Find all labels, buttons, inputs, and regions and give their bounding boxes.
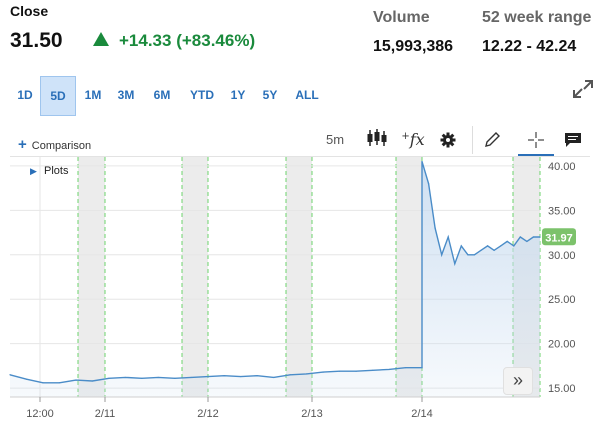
comment-icon[interactable]: [562, 128, 584, 152]
plus-icon: +: [18, 136, 27, 153]
price-point: [289, 374, 291, 376]
crosshair-icon[interactable]: [518, 128, 554, 156]
toolbar-divider: [472, 126, 473, 154]
price-point: [223, 375, 225, 377]
pencil-icon[interactable]: [481, 128, 503, 152]
range-1d-button[interactable]: 1D: [17, 88, 33, 102]
price-point: [9, 374, 11, 376]
price-point: [460, 245, 462, 247]
price-point: [404, 367, 407, 369]
range-all-button[interactable]: ALL: [295, 88, 319, 102]
price-point: [493, 249, 495, 251]
price-value: 31.50: [10, 29, 63, 52]
plots-label: Plots: [43, 165, 69, 177]
price-point: [124, 376, 126, 379]
comparison-label: Comparison: [31, 140, 92, 152]
price-point: [273, 376, 275, 379]
range-value: 12.22 - 42.24: [482, 38, 577, 55]
last-value-badge: [542, 228, 576, 246]
price-point: [355, 370, 357, 372]
range-ytd-button[interactable]: YTD: [190, 88, 214, 102]
price-point: [427, 183, 430, 185]
price-point: [91, 380, 93, 382]
overnight-gap: [182, 157, 208, 397]
range-5d-button[interactable]: 5D: [40, 76, 76, 116]
price-point: [421, 160, 423, 163]
overnight-gap: [286, 157, 312, 397]
price-point: [500, 245, 502, 247]
price-point: [322, 371, 324, 373]
price-point: [434, 227, 436, 229]
y-tick-label: 30.00: [548, 250, 576, 262]
price-point: [25, 378, 28, 380]
price-point: [467, 254, 469, 256]
candlestick-icon[interactable]: [366, 128, 388, 152]
toolbar-separator: [10, 156, 590, 157]
price-point: [441, 254, 443, 256]
price-point: [506, 240, 508, 243]
overnight-gap: [396, 157, 422, 397]
volume-label: Volume: [373, 9, 430, 26]
price-point: [454, 263, 456, 265]
price-point: [480, 249, 482, 251]
price-point: [473, 254, 476, 256]
y-tick-label: 40.00: [548, 161, 576, 173]
interval-selector[interactable]: 5m: [325, 132, 345, 147]
price-area-fill: [10, 161, 540, 397]
price-change: +14.33 (+83.46%): [119, 31, 256, 50]
price-point: [240, 375, 242, 378]
price-point: [42, 382, 44, 384]
y-tick-label: 35.00: [548, 205, 576, 217]
x-tick-label: 2/14: [411, 408, 432, 420]
price-point: [526, 240, 528, 243]
range-1y-button[interactable]: 1Y: [230, 88, 246, 102]
price-point: [539, 236, 541, 238]
x-tick-label: 12:00: [26, 408, 54, 420]
range-6m-button[interactable]: 6M: [153, 88, 171, 102]
price-point: [306, 373, 308, 375]
range-1m-button[interactable]: 1M: [84, 88, 102, 102]
x-tick-label: 2/13: [301, 408, 322, 420]
expand-icon[interactable]: [572, 79, 594, 104]
up-arrow-icon: [93, 32, 109, 51]
triangle-right-icon: ▶: [30, 166, 37, 176]
price-point: [371, 369, 374, 371]
range-5y-button[interactable]: 5Y: [262, 88, 278, 102]
price-point: [421, 367, 423, 369]
y-tick-label: 25.00: [548, 294, 576, 306]
plots-toggle[interactable]: ▶ Plots: [30, 165, 68, 177]
price-point: [388, 368, 390, 371]
gear-icon[interactable]: [438, 128, 458, 152]
price-point: [513, 245, 515, 247]
y-tick-label: 15.00: [548, 383, 576, 395]
price-point: [75, 379, 77, 381]
price-point: [532, 236, 535, 238]
price-point: [58, 382, 61, 384]
last-value-label: 31.97: [545, 232, 573, 244]
close-label: Close: [10, 3, 49, 19]
price-point: [157, 376, 159, 379]
x-tick-label: 2/11: [95, 408, 116, 420]
x-tick-label: 2/12: [197, 408, 218, 420]
price-point: [141, 377, 143, 379]
fx-icon[interactable]: +fx: [401, 130, 425, 149]
price-point: [486, 245, 489, 247]
y-tick-label: 20.00: [548, 339, 576, 351]
scroll-right-button[interactable]: »: [503, 367, 533, 395]
price-point: [174, 377, 176, 379]
price-point: [207, 375, 209, 378]
price-point: [339, 370, 341, 372]
price-point: [256, 375, 258, 377]
price-chart[interactable]: 15.00 20.00 25.00 30.00 35.00 40.00 12:00 2/11 2…: [0, 157, 600, 434]
volume-value: 15,993,386: [373, 38, 454, 55]
comparison-button[interactable]: + Comparison: [18, 136, 91, 153]
price-point: [190, 376, 192, 379]
overnight-gap: [78, 157, 105, 397]
price-point: [447, 236, 449, 238]
price-point: [108, 377, 110, 379]
range-3m-button[interactable]: 3M: [117, 88, 135, 102]
fx-label: fx: [409, 130, 425, 149]
range-label: 52 week range: [482, 9, 592, 26]
price-point: [519, 236, 521, 238]
